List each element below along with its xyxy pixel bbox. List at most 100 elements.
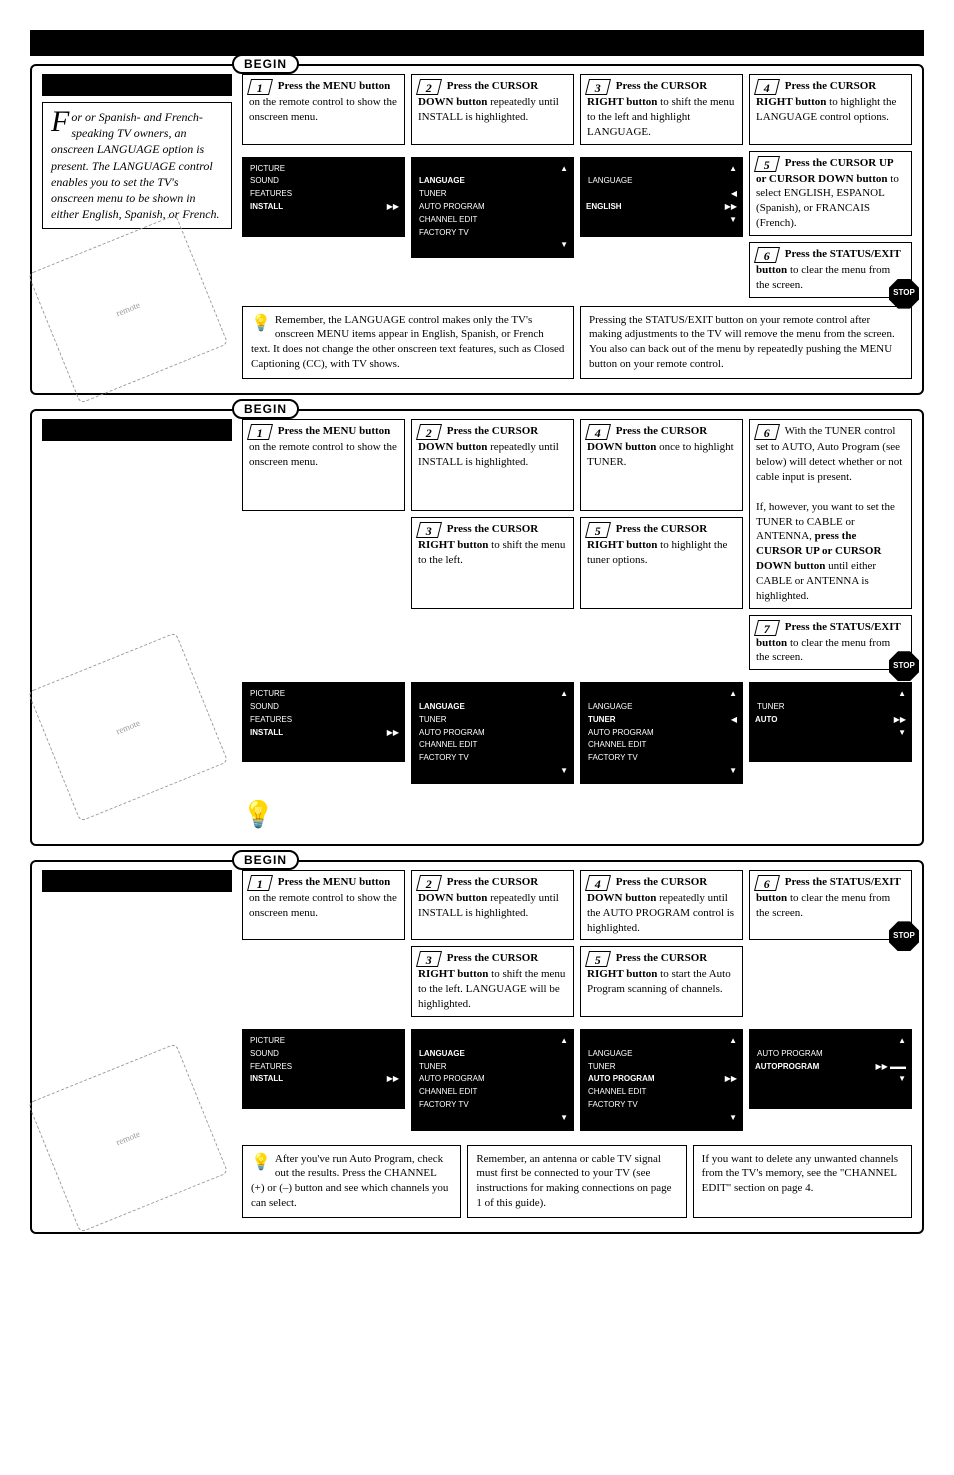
step-3: 3 Press the CURSOR RIGHT button to shift… [580,74,743,145]
menu-item: TUNER [586,714,618,727]
menu-item: LANGUAGE [417,175,568,188]
section2-steps-row1: 1 Press the MENU button on the remote co… [242,419,912,608]
section2-title-bar [42,419,232,441]
step-4-text: Press the CURSOR DOWN button repeatedly … [587,876,734,934]
menu-item: AUTOPROGRAM [755,1061,819,1074]
menu-item: TUNER [417,1061,568,1074]
menu-item: LANGUAGE [586,1048,737,1061]
menu-screen-install: ▲ LANGUAGE TUNER AUTO PROGRAM CHANNEL ED… [411,1029,574,1131]
step-7: 7 Press the STATUS/EXIT button to clear … [749,615,912,671]
section1-intro: F or or Spanish- and French-speaking TV … [42,102,232,229]
menu-screen-autoprog-run: ▲ AUTO PROGRAM AUTOPROGRAM▶▶ ▬▬ ▼ [749,1029,912,1109]
step-num-6: 6 [754,247,780,263]
stop-badge: STOP [889,279,919,309]
menu-item: CHANNEL EDIT [417,1086,568,1099]
step-4: 4 Press the CURSOR DOWN button repeatedl… [580,870,743,941]
remote-illustration: remote [28,214,229,404]
step-num-6: 6 [754,424,780,440]
step-5: 5 Press the CURSOR UP or CURSOR DOWN but… [749,151,912,236]
section3-title-bar [42,870,232,892]
intro-text: or or Spanish- and French-speaking TV ow… [51,110,220,221]
step-1-text: Press the MENU button on the remote cont… [249,80,397,123]
step-6b-text: If, however, you want to set the TUNER t… [756,501,895,602]
arrow-up-icon: ▲ [729,163,737,176]
arrow-down-icon: ▼ [898,727,906,740]
step-num-5: 5 [754,156,780,172]
step-2: 2 Press the CURSOR DOWN button repeatedl… [411,74,574,145]
menu-item: FACTORY TV [586,752,737,765]
section-tuner: BEGIN remote 1 Press the MENU button on … [30,409,924,846]
menu-item: LANGUAGE [417,1048,568,1061]
stop-badge: STOP [889,921,919,951]
menu-item: AUTO PROGRAM [586,1073,657,1086]
arrow-up-icon: ▲ [898,1035,906,1048]
menu-item: AUTO PROGRAM [586,727,737,740]
lightbulb-icon: 💡 [251,1152,271,1174]
menu-item: ENGLISH [586,201,622,214]
section-language: BEGIN F or or Spanish- and French-speaki… [30,64,924,395]
menu-item: FEATURES [248,1061,399,1074]
menu-lang-col: ▲ LANGUAGE ◀ ENGLISH▶▶ ▼ [580,151,743,298]
section1-title-bar [42,74,232,96]
arrow-up-icon: ▲ [560,688,568,701]
remote-illustration: remote [28,1043,229,1233]
step-num-4: 4 [754,79,780,95]
step-1: 1 Press the MENU button on the remote co… [242,74,405,145]
menu-install-col: ▲ LANGUAGE TUNER AUTO PROGRAM CHANNEL ED… [411,151,574,298]
section3-screens: PICTURE SOUND FEATURES INSTALL▶▶ ▲ LANGU… [242,1023,912,1137]
arrow-right-icon: ▶▶ [725,201,737,214]
menu-screen-install: ▲ LANGUAGE TUNER AUTO PROGRAM CHANNEL ED… [411,682,574,784]
section3-sidebar: remote [42,870,232,1208]
menu-screen-main: PICTURE SOUND FEATURES INSTALL▶▶ [242,1029,405,1109]
menu-item: FACTORY TV [417,1099,568,1112]
section3-notes: 💡 After you've run Auto Program, check o… [242,1145,912,1218]
arrow-right-icon: ▶▶ [894,714,906,727]
step-num-3: 3 [416,951,442,967]
menu-item: PICTURE [248,1035,399,1048]
menu-item: AUTO [755,714,778,727]
step-num-1: 1 [247,424,273,440]
step-num-1: 1 [247,875,273,891]
menu-item: INSTALL [248,727,285,740]
step-1: 1 Press the MENU button on the remote co… [242,419,405,511]
menu-screen-main: PICTURE SOUND FEATURES INSTALL▶▶ [242,157,405,237]
menu-screen-main: PICTURE SOUND FEATURES INSTALL▶▶ [242,682,405,762]
menu-item: PICTURE [248,163,399,176]
lightbulb-icon: 💡 [242,800,274,830]
arrow-right-icon: ▶▶ ▬▬ [875,1061,906,1074]
arrow-down-icon: ▼ [560,1112,568,1125]
note-text: Remember, the LANGUAGE control makes onl… [251,314,564,371]
menu-item: FACTORY TV [417,227,568,240]
step-3-text: Press the CURSOR RIGHT button to shift t… [418,952,565,1010]
menu-item: CHANNEL EDIT [586,739,737,752]
step-num-7: 7 [754,620,780,636]
step-4: 4 Press the CURSOR DOWN button once to h… [580,419,743,511]
arrow-right-icon: ▶▶ [725,1073,737,1086]
menu-screen-language: ▲ LANGUAGE ◀ ENGLISH▶▶ ▼ [580,157,743,237]
step-6: 6 Press the STATUS/EXIT button to clear … [749,242,912,298]
menu-item: LANGUAGE [586,701,737,714]
menu-item: SOUND [248,175,399,188]
arrow-right-icon: ▶▶ [387,727,399,740]
note-language: 💡 Remember, the LANGUAGE control makes o… [242,306,574,379]
note-channel-edit: If you want to delete any unwanted chann… [693,1145,912,1218]
arrow-up-icon: ▲ [729,688,737,701]
begin-badge: BEGIN [232,399,299,419]
note-text: Pressing the STATUS/EXIT button on your … [589,314,895,371]
section1-notes: 💡 Remember, the LANGUAGE control makes o… [242,306,912,379]
menu-item: TUNER [417,714,568,727]
menu-item: LANGUAGE [586,175,737,188]
arrow-down-icon: ▼ [560,765,568,778]
step-5-text: Press the CURSOR UP or CURSOR DOWN butto… [756,157,899,230]
steps-5-6-col: 5 Press the CURSOR UP or CURSOR DOWN but… [749,151,912,298]
menu-screen-tuner-auto: ▲ TUNER AUTO▶▶ ▼ [749,682,912,762]
section1-steps: 1 Press the MENU button on the remote co… [242,74,912,298]
remote-illustration: remote [28,632,229,822]
menu-screen-tuner: ▲ LANGUAGE TUNER◀ AUTO PROGRAM CHANNEL E… [580,682,743,784]
menu-item: AUTO PROGRAM [417,201,568,214]
step-1: 1 Press the MENU button on the remote co… [242,870,405,941]
note-text: Remember, an antenna or cable TV signal … [476,1153,671,1210]
menu-item: LANGUAGE [417,701,568,714]
arrow-right-icon: ▶▶ [387,201,399,214]
step-num-4: 4 [585,424,611,440]
